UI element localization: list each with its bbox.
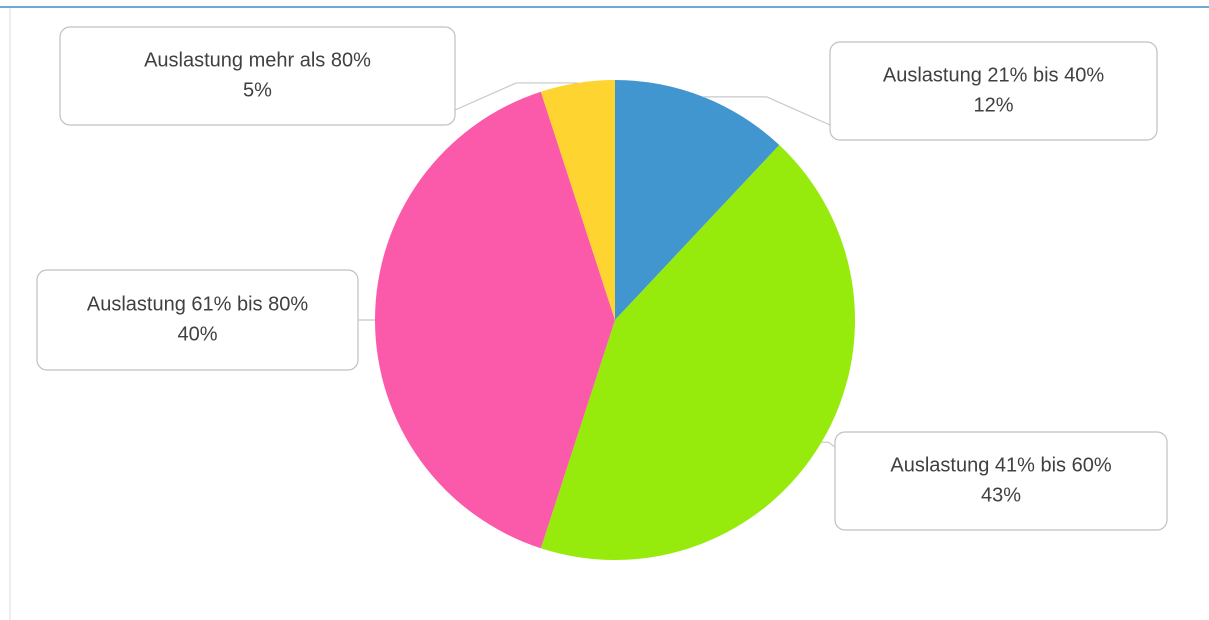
label-box — [829, 41, 1158, 141]
pie-slice — [540, 80, 615, 320]
slice-label: Auslastung 61% bis 80% — [87, 293, 308, 315]
slice-label: Auslastung 41% bis 60% — [890, 454, 1111, 476]
value-label: 5% — [243, 79, 272, 101]
pie-slice — [375, 91, 615, 549]
label-box — [59, 26, 456, 126]
label-box — [834, 431, 1168, 531]
leader-line — [454, 82, 578, 111]
slice-label: Auslastung mehr als 80% — [144, 49, 371, 71]
value-label: 12% — [973, 94, 1013, 116]
value-label: 43% — [981, 484, 1021, 506]
leader-line — [821, 441, 836, 448]
value-label: 40% — [177, 323, 217, 345]
pie-slice — [615, 80, 780, 320]
label-box — [36, 269, 359, 371]
leader-line — [703, 96, 831, 126]
pie-slice — [540, 145, 856, 560]
slice-label: Auslastung 21% bis 40% — [883, 64, 1104, 86]
